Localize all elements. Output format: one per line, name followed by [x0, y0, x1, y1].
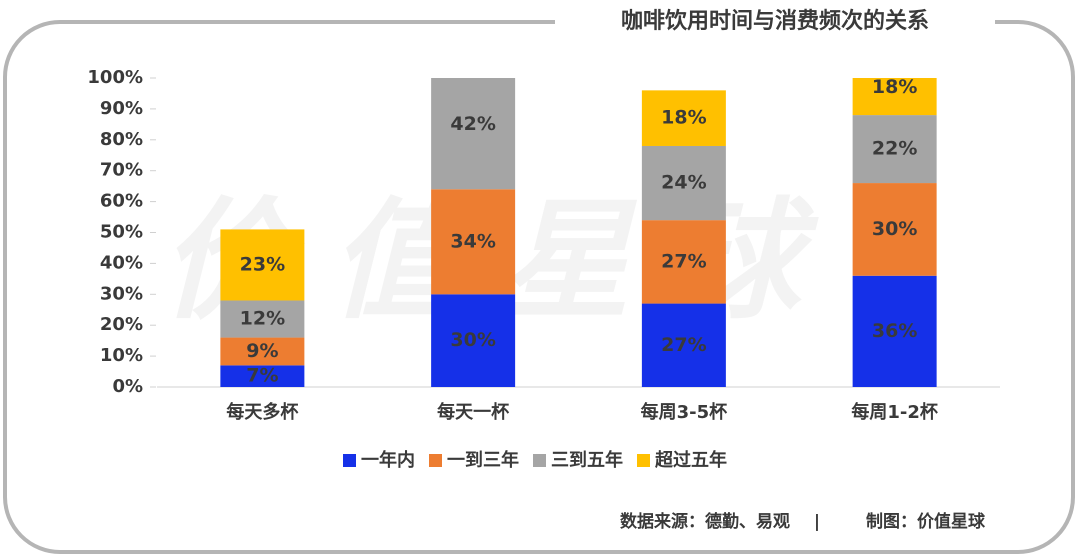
data-label: 23% [240, 253, 285, 275]
data-label: 12% [240, 308, 285, 330]
legend-label: 一到三年 [447, 449, 519, 471]
bar-segment [852, 115, 937, 184]
y-tick-label: 90% [100, 98, 143, 119]
y-tick-label: 100% [87, 67, 143, 88]
credit: 制图：价值星球 [866, 511, 986, 532]
y-tick-label: 60% [100, 191, 143, 212]
data-label: 18% [661, 107, 706, 129]
title-backdrop [555, 8, 995, 38]
legend-swatch [429, 454, 442, 467]
y-tick-label: 0% [112, 376, 143, 397]
data-label: 42% [450, 113, 495, 135]
bar-segment [641, 303, 726, 387]
legend-label: 三到五年 [551, 449, 623, 471]
x-tick-label: 每天多杯 [226, 401, 299, 423]
frame [3, 20, 1075, 554]
bar-segment [641, 145, 726, 221]
bar-segment [431, 294, 516, 387]
y-tick-label: 20% [100, 314, 143, 335]
bar-segment [641, 220, 726, 304]
bar-segment [220, 300, 305, 338]
plot-area: 7% 9% 12% 23% 30% 34% 42% 31% 27% 27% 24% 18% 36% 30%… [220, 0, 937, 387]
y-tick-label: 50% [100, 222, 143, 243]
legend-label: 一年内 [361, 449, 415, 471]
bar-segment [852, 183, 937, 276]
source: 数据来源：德勤、易观 [620, 511, 790, 532]
legend-swatch [343, 454, 356, 467]
chart-title: 咖啡饮用时间与消费频次的关系 [621, 8, 929, 34]
y-tick-label: 40% [100, 252, 143, 273]
x-tick-label: 每周3-5杯 [641, 401, 729, 423]
data-label: 30% [450, 329, 495, 351]
data-label: 30% [872, 218, 917, 240]
data-label: 34% [450, 230, 495, 252]
bar-segment [220, 365, 305, 387]
legend-swatch [533, 454, 546, 467]
data-label: 31% [450, 0, 495, 22]
bar-segment [220, 229, 305, 301]
y-tick-label: 30% [100, 283, 143, 304]
data-label: 36% [872, 320, 917, 342]
data-label: 18% [872, 76, 917, 98]
y-tick-label: 80% [100, 129, 143, 150]
bar-segment [431, 189, 516, 295]
data-label: 7% [246, 365, 278, 387]
data-label: 27% [661, 334, 706, 356]
x-tick-label: 每天一杯 [437, 401, 510, 423]
bar-segment [220, 337, 305, 366]
y-tick-label: 70% [100, 160, 143, 181]
bar-segment [852, 78, 937, 116]
data-label: 9% [246, 340, 278, 362]
data-label: 27% [661, 250, 706, 272]
separator: | [814, 512, 820, 532]
bar-segment [431, 78, 516, 190]
x-tick-label: 每周1-2杯 [851, 401, 939, 423]
bar-segment [852, 275, 937, 387]
data-label: 24% [661, 172, 706, 194]
bar-segment [641, 90, 726, 146]
y-tick-label: 10% [100, 345, 143, 366]
legend-label: 超过五年 [655, 449, 727, 471]
data-label: 22% [872, 138, 917, 160]
legend-swatch [637, 454, 650, 467]
